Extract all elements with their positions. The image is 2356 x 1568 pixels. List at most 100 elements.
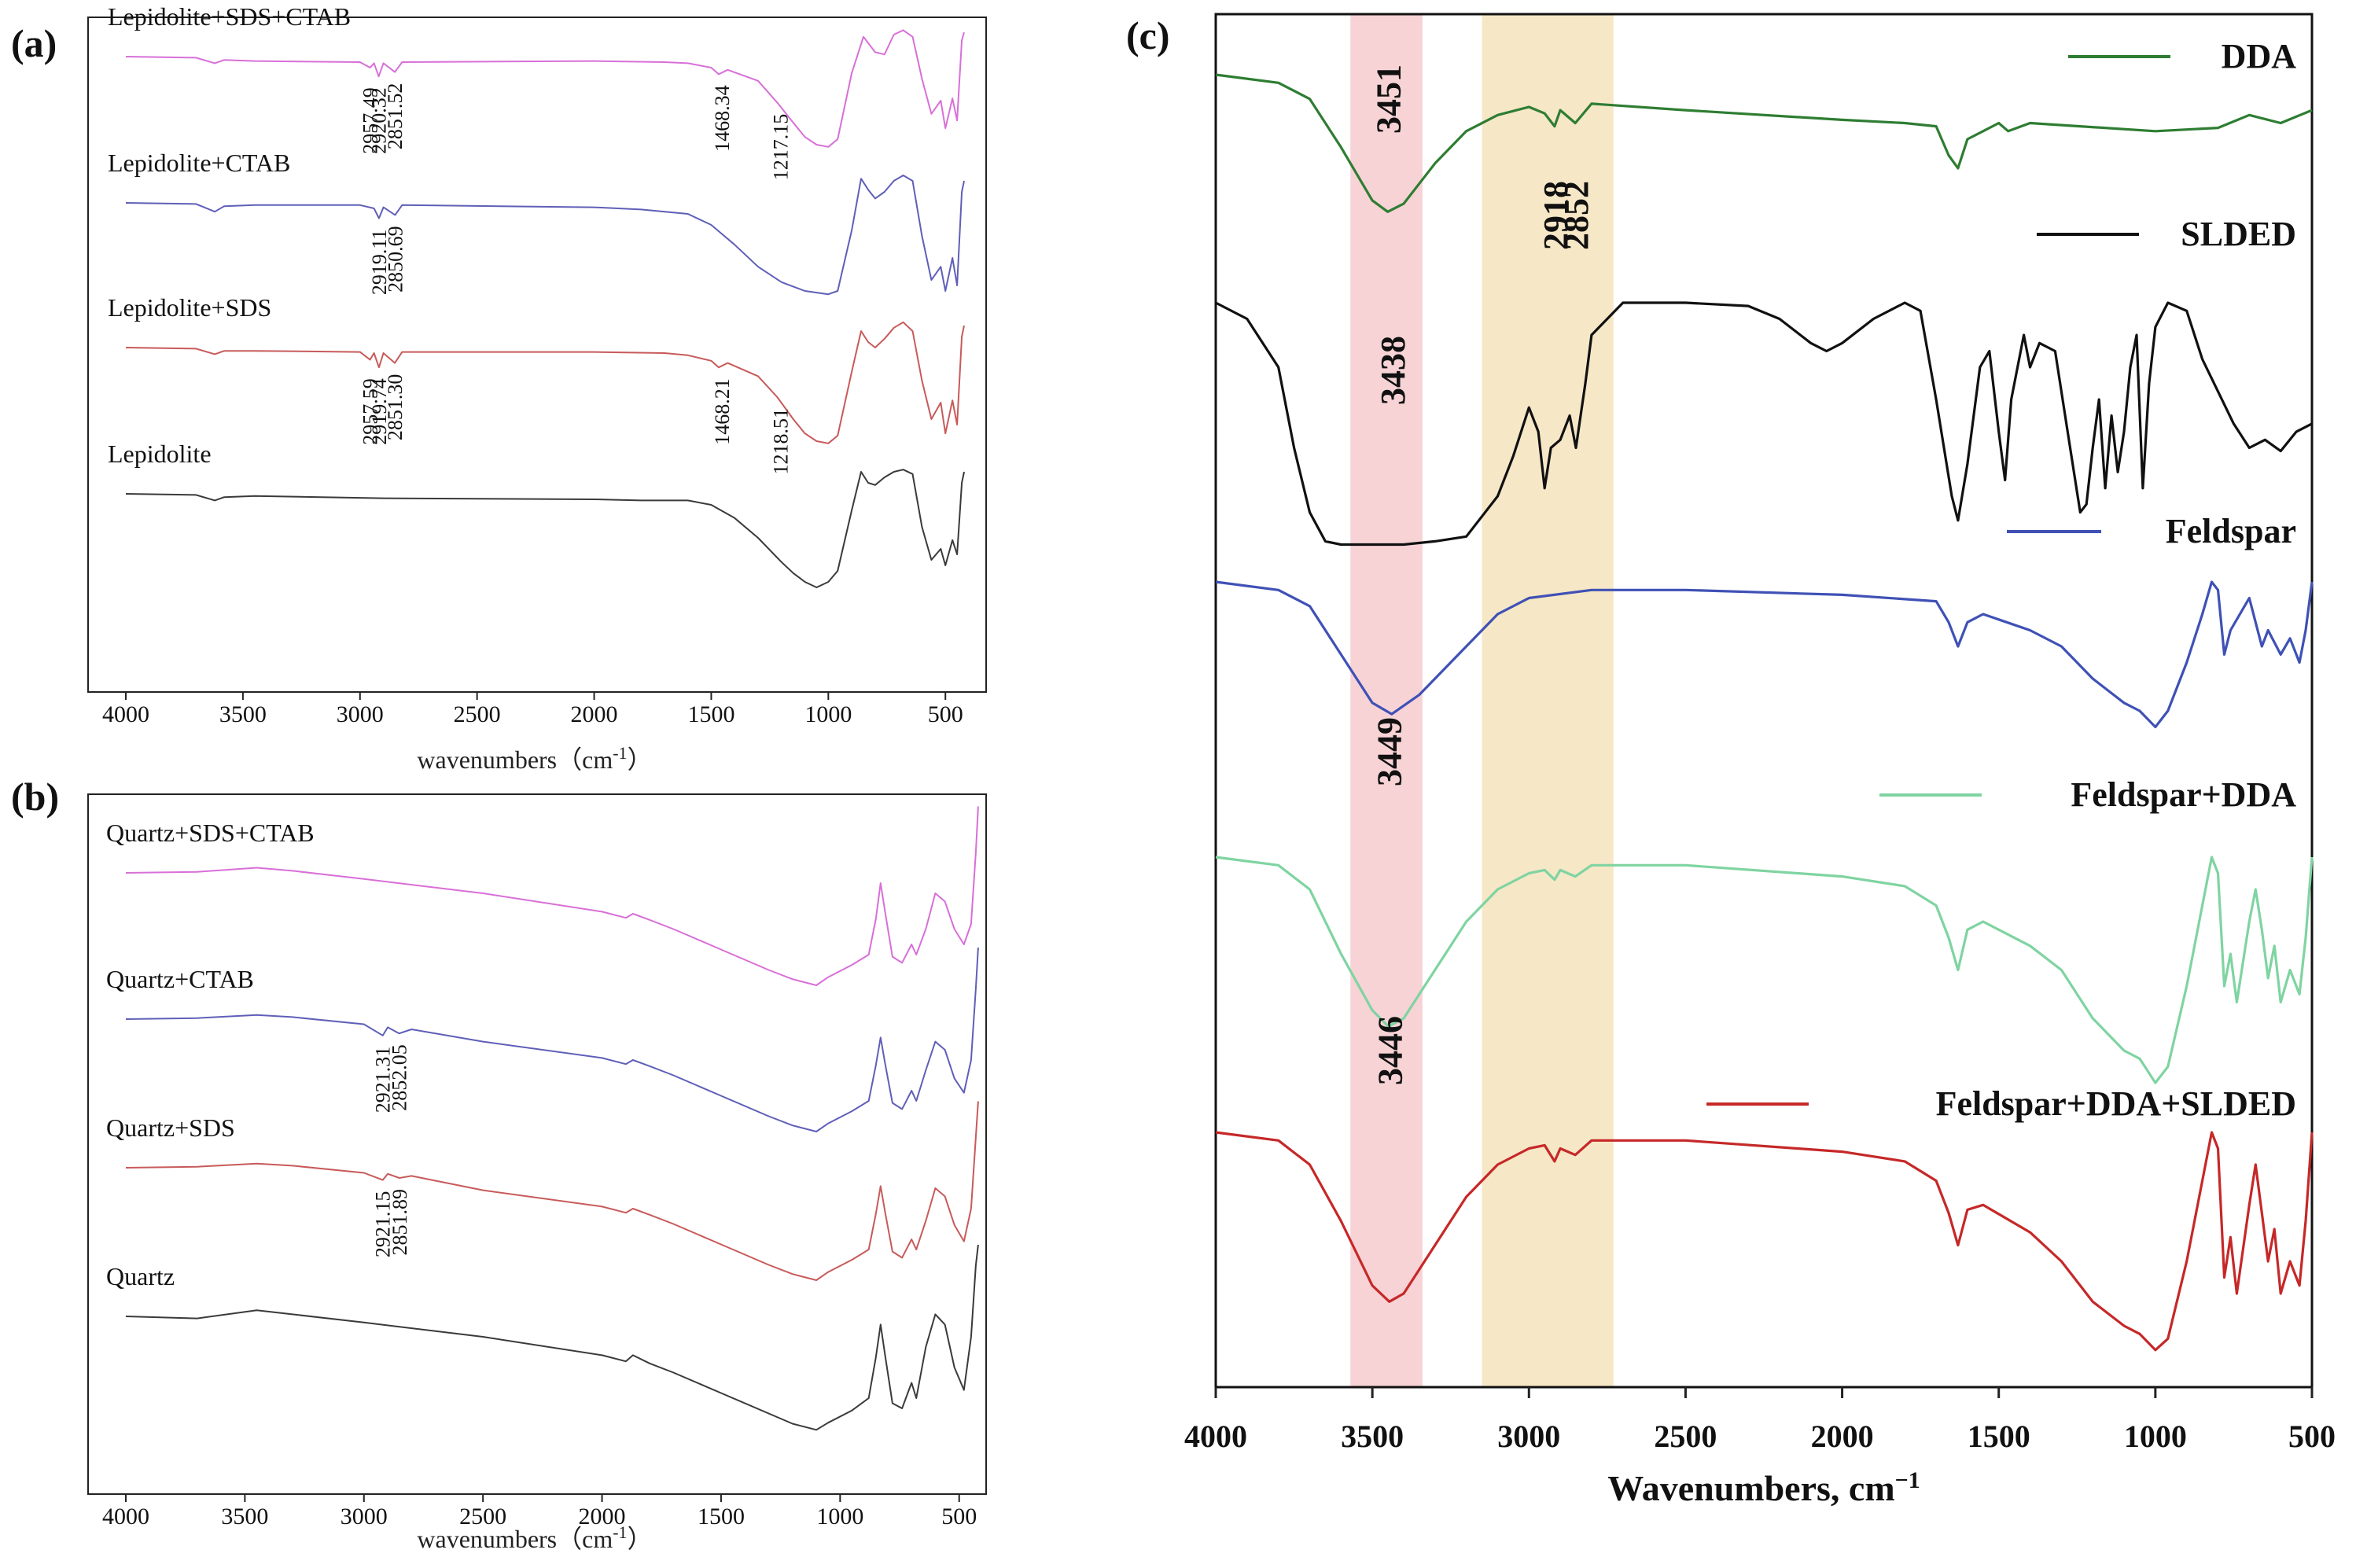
peak-annotation: 1217.15: [770, 114, 793, 181]
x-tick-label: 3500: [219, 701, 267, 727]
series-line-quartz-sds-ctab: [125, 806, 979, 986]
peak-annotation: 2919.74: [368, 378, 391, 445]
peak-label: 3446: [1371, 1016, 1410, 1085]
panel-a-x-axis-title-main: wavenumbers（cm: [417, 745, 613, 774]
peak-label: 2852: [1557, 181, 1596, 250]
panel-b-x-axis-title-sup: -1: [613, 1522, 627, 1542]
peak-label: 3451: [1370, 64, 1408, 134]
x-tick-label: 3000: [337, 701, 384, 727]
x-tick-label: 4000: [1184, 1419, 1247, 1454]
panel-a-x-axis-title-sup: -1: [613, 743, 627, 763]
peak-annotation: 1468.21: [711, 378, 734, 445]
legend-label: DDA: [2222, 37, 2297, 75]
series-line-quartz-ctab: [125, 947, 979, 1132]
x-tick-label: 4000: [102, 1504, 149, 1529]
x-tick-label: 500: [2288, 1419, 2336, 1454]
x-tick-label: 1000: [804, 701, 852, 727]
series-line-feldspar-dda: [1215, 856, 2314, 1084]
panel-c-legend: DDA SLDED Feldspar Feldspar+DDA Feldspar+DDA…: [1706, 37, 2296, 1123]
x-tick-label: 500: [928, 701, 963, 727]
legend-label: Feldspar: [2166, 512, 2296, 550]
series-line-feldspar: [1215, 580, 2314, 729]
peak-annotation: 2852.05: [388, 1044, 411, 1111]
panel-b-x-axis-title: wavenumbers（cm-1）: [417, 1522, 652, 1553]
series-label: Lepidolite: [108, 440, 212, 468]
panel-c: (c) 4000 3500 3000 2500 2000 1500 1000 500 DDA S…: [1126, 13, 2336, 1508]
panel-c-series: [1215, 73, 2314, 1352]
x-tick-label: 2000: [571, 701, 618, 727]
panel-a-x-axis-title-close: ）: [628, 745, 653, 774]
panel-a-x-axis: 4000 3500 3000 2500 2000 1500 1000 500: [102, 692, 963, 727]
x-tick-label: 3500: [1341, 1419, 1404, 1454]
panel-a-series: [125, 29, 965, 588]
legend-label: Feldspar+DDA+SLDED: [1936, 1084, 2296, 1123]
panel-c-x-axis-title-main: Wavenumbers, cm: [1607, 1468, 1894, 1508]
series-line-slded: [1215, 301, 2313, 547]
x-tick-label: 3000: [1497, 1419, 1560, 1454]
x-tick-label: 2500: [1654, 1419, 1717, 1454]
x-tick-label: 2500: [454, 701, 501, 727]
series-label: Lepidolite+SDS+CTAB: [108, 2, 351, 31]
series-line-lepidolite: [125, 469, 965, 588]
panel-b-frame: [87, 793, 987, 1495]
panel-b-x-axis-title-main: wavenumbers（cm: [417, 1525, 613, 1553]
panel-a-frame: [87, 17, 987, 693]
x-tick-label: 3500: [221, 1504, 268, 1529]
panel-b: (b) 4000 3500 3000 2500 2000 1500 1000 500 Quar…: [11, 775, 987, 1553]
peak-annotation: 2851.52: [384, 83, 407, 150]
series-line-lepidolite-sds: [125, 321, 965, 444]
panel-b-series-labels: Quartz+SDS+CTAB Quartz+CTAB Quartz+SDS Quar…: [106, 819, 315, 1290]
peak-label: 2918: [1537, 181, 1575, 250]
panel-b-x-axis: 4000 3500 3000 2500 2000 1500 1000 500: [102, 1494, 977, 1529]
peak-annotation: 2851.30: [384, 374, 407, 440]
x-tick-label: 1000: [2124, 1419, 2187, 1454]
peak-annotation: 2921.31: [372, 1047, 395, 1113]
peak-annotation: 1218.51: [769, 408, 792, 475]
peak-annotation: 2921.15: [372, 1191, 395, 1258]
x-tick-label: 1500: [687, 701, 734, 727]
panel-a-x-axis-title: wavenumbers（cm-1）: [417, 743, 652, 774]
series-line-quartz-sds: [125, 1101, 979, 1281]
series-line-feldspar-dda-slded: [1215, 1131, 2314, 1352]
legend-label: SLDED: [2181, 215, 2296, 253]
panel-a-label: (a): [11, 21, 57, 65]
peak-annotation: 2920.32: [368, 87, 391, 154]
panel-c-x-axis-title: Wavenumbers, cm−1: [1607, 1467, 1920, 1508]
x-tick-label: 3000: [341, 1504, 388, 1529]
legend-label: Feldspar+DDA: [2071, 775, 2296, 814]
peak-annotation: 1468.34: [711, 85, 734, 151]
x-tick-label: 4000: [102, 701, 149, 727]
peak-annotation: 2850.69: [384, 226, 407, 293]
series-label: Quartz+CTAB: [106, 965, 254, 993]
x-tick-label: 1500: [1968, 1419, 2030, 1454]
panel-a-series-labels: Lepidolite+SDS+CTAB Lepidolite+CTAB Lepido…: [108, 2, 351, 468]
peak-annotation: 2957.59: [359, 378, 382, 445]
series-label: Quartz: [106, 1262, 175, 1290]
peak-label: 3438: [1374, 336, 1412, 405]
panel-c-x-axis-title-sup: −1: [1895, 1467, 1920, 1493]
x-tick-label: 500: [941, 1504, 977, 1529]
series-label: Lepidolite+CTAB: [108, 149, 290, 177]
panel-c-label: (c): [1126, 13, 1170, 57]
x-tick-label: 2500: [459, 1504, 506, 1529]
panel-c-highlight-bands: [1350, 14, 1614, 1387]
peak-annotation: 2919.11: [368, 230, 391, 296]
peak-annotation: 2957.49: [359, 87, 382, 154]
panel-b-x-axis-title-close: ）: [628, 1525, 653, 1553]
series-label: Quartz+SDS: [106, 1113, 235, 1142]
panel-b-label: (b): [11, 775, 59, 819]
panel-c-x-axis: 4000 3500 3000 2500 2000 1500 1000 500: [1184, 1387, 2336, 1454]
series-line-quartz: [125, 1244, 979, 1431]
series-label: Quartz+SDS+CTAB: [106, 819, 315, 847]
highlight-band-1: [1482, 14, 1614, 1387]
series-line-lepidolite-sds-ctab: [125, 29, 965, 148]
x-tick-label: 1500: [698, 1504, 745, 1529]
series-label: Lepidolite+SDS: [108, 293, 271, 322]
panel-a: (a) 4000 3500 3000 2500 2000 1500 1000 500 Lepi…: [11, 2, 987, 774]
panel-b-series: [125, 806, 979, 1431]
series-line-lepidolite-ctab: [125, 175, 965, 296]
series-line-dda: [1215, 73, 2313, 213]
